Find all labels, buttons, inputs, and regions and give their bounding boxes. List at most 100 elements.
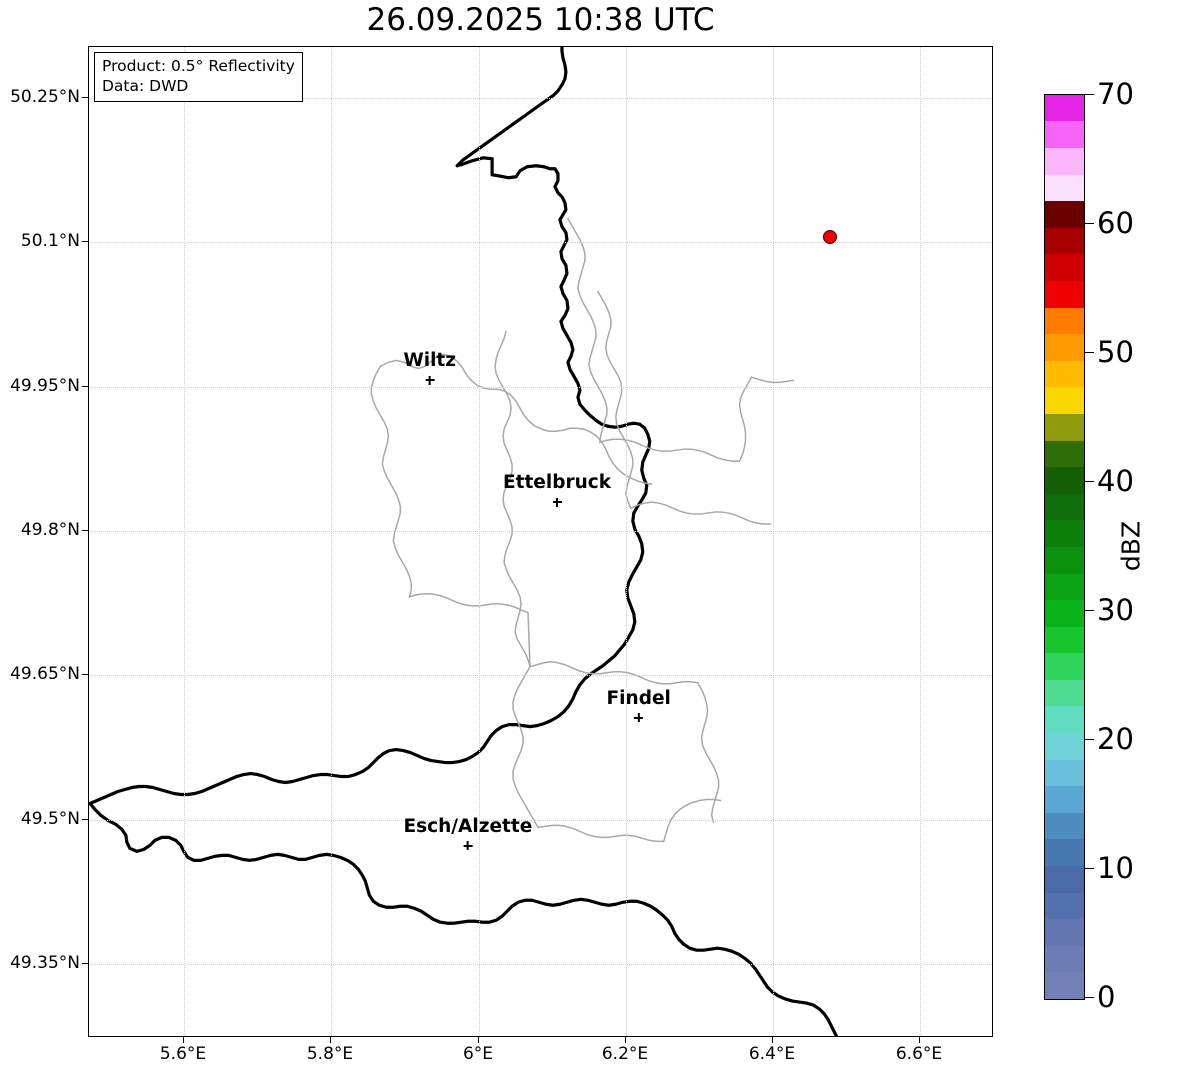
colorbar-band-7: [1045, 786, 1084, 813]
colorbar-band-33: [1045, 95, 1084, 122]
colorbar-band-22: [1045, 387, 1084, 414]
ytick-mark: [82, 97, 88, 98]
colorbar-label-30: 30: [1097, 593, 1134, 627]
info-data-line: Data: DWD: [102, 77, 189, 96]
xtick-label-6.2: 6.2°E: [601, 1044, 649, 1064]
ytick-label-49.8: 49.8°N: [20, 520, 80, 540]
colorbar-band-26: [1045, 280, 1084, 308]
colorbar-band-25: [1045, 307, 1084, 335]
xtick-mark: [919, 1037, 920, 1043]
colorbar-band-18: [1045, 493, 1084, 521]
ytick-label-50.1: 50.1°N: [20, 231, 80, 251]
xtick-label-5.8: 5.8°E: [306, 1044, 354, 1064]
city-marker-icon: [634, 713, 644, 723]
info-product-line: Product: 0.5° Reflectivity: [102, 57, 295, 75]
city-label-findel: Findel: [606, 687, 671, 723]
city-marker-icon: [463, 841, 473, 850]
colorbar-band-16: [1045, 546, 1084, 574]
colorbar-label-50: 50: [1097, 335, 1134, 369]
city-name: Ettelbruck: [502, 472, 612, 494]
xtick-mark: [772, 1037, 773, 1043]
national-border-luxembourg: [89, 156, 652, 806]
page-title: 26.09.2025 10:38 UTC: [366, 2, 715, 38]
xtick-mark: [183, 1037, 184, 1043]
colorbar-band-23: [1045, 360, 1084, 388]
xtick-label-6: 6°E: [462, 1044, 494, 1064]
colorbar-band-17: [1045, 520, 1084, 547]
ytick-mark: [82, 674, 88, 675]
city-name: Findel: [606, 687, 671, 709]
colorbar-band-21: [1045, 413, 1084, 441]
reflectivity-colorbar[interactable]: [1044, 94, 1085, 1000]
city-label-ettelbruck: Ettelbruck: [503, 474, 611, 507]
city-marker-icon: [425, 375, 435, 385]
colorbar-label-10: 10: [1097, 851, 1134, 885]
colorbar-band-28: [1045, 227, 1084, 255]
colorbar-tick: [1085, 481, 1094, 482]
colorbar-band-9: [1045, 733, 1084, 760]
city-name: Esch/Alzette: [403, 815, 533, 837]
radar-site-marker[interactable]: [822, 230, 837, 244]
xtick-mark: [330, 1037, 331, 1043]
ytick-mark: [82, 963, 88, 964]
colorbar-band-10: [1045, 706, 1084, 734]
city-name: Wiltz: [403, 350, 457, 371]
colorbar-axis-label: dBZ: [1116, 520, 1146, 572]
colorbar-tick: [1085, 223, 1094, 224]
city-label-esch-alzette: Esch/Alzette: [403, 815, 533, 850]
colorbar-band-12: [1045, 653, 1084, 680]
colorbar-tick: [1085, 868, 1094, 869]
colorbar-band-13: [1045, 626, 1084, 654]
colorbar-label-70: 70: [1097, 77, 1134, 111]
colorbar-band-15: [1045, 573, 1084, 601]
colorbar-tick: [1085, 997, 1094, 998]
national-border-east: [455, 47, 568, 168]
xtick-label-6.6: 6.6°E: [895, 1044, 943, 1064]
national-border-south: [89, 801, 838, 1036]
ytick-label-49.95: 49.95°N: [10, 376, 80, 396]
colorbar-band-24: [1045, 334, 1084, 361]
colorbar-label-0: 0: [1097, 980, 1116, 1014]
colorbar-band-19: [1045, 467, 1084, 494]
canton-borders: [370, 217, 795, 843]
colorbar-label-60: 60: [1097, 206, 1134, 240]
colorbar-band-4: [1045, 866, 1084, 893]
colorbar-band-11: [1045, 679, 1084, 707]
colorbar-label-40: 40: [1097, 464, 1134, 498]
colorbar-band-5: [1045, 839, 1084, 867]
colorbar-tick: [1085, 739, 1094, 740]
info-box: Product: 0.5° Reflectivity Data: DWD: [94, 52, 303, 102]
ytick-label-49.5: 49.5°N: [20, 809, 80, 829]
colorbar-tick: [1085, 94, 1094, 95]
ytick-label-49.65: 49.65°N: [10, 664, 80, 684]
colorbar-band-6: [1045, 812, 1084, 840]
colorbar-band-31: [1045, 148, 1084, 175]
colorbar-label-20: 20: [1097, 722, 1134, 756]
colorbar-band-14: [1045, 600, 1084, 627]
map-plot-area[interactable]: Product: 0.5° Reflectivity Data: DWD Wil…: [88, 46, 993, 1037]
ytick-label-50.25: 50.25°N: [10, 87, 80, 107]
xtick-mark: [478, 1037, 479, 1043]
colorbar-band-2: [1045, 919, 1084, 946]
ytick-label-49.35: 49.35°N: [10, 953, 80, 973]
map-geometry: [89, 47, 838, 1036]
xtick-label-5.6: 5.6°E: [159, 1044, 207, 1064]
colorbar-band-0: [1045, 972, 1084, 999]
colorbar-band-27: [1045, 254, 1084, 281]
xtick-mark: [625, 1037, 626, 1043]
colorbar-band-32: [1045, 121, 1084, 148]
colorbar-band-3: [1045, 892, 1084, 920]
xtick-label-6.4: 6.4°E: [748, 1044, 796, 1064]
ytick-mark: [82, 386, 88, 387]
city-marker-icon: [552, 497, 562, 507]
colorbar-tick: [1085, 610, 1094, 611]
city-label-wiltz: Wiltz: [403, 350, 457, 385]
ytick-mark: [82, 530, 88, 531]
colorbar-band-30: [1045, 174, 1084, 202]
ytick-mark: [82, 819, 88, 820]
colorbar-band-8: [1045, 759, 1084, 787]
colorbar-tick: [1085, 352, 1094, 353]
ytick-mark: [82, 241, 88, 242]
colorbar-band-29: [1045, 201, 1084, 228]
